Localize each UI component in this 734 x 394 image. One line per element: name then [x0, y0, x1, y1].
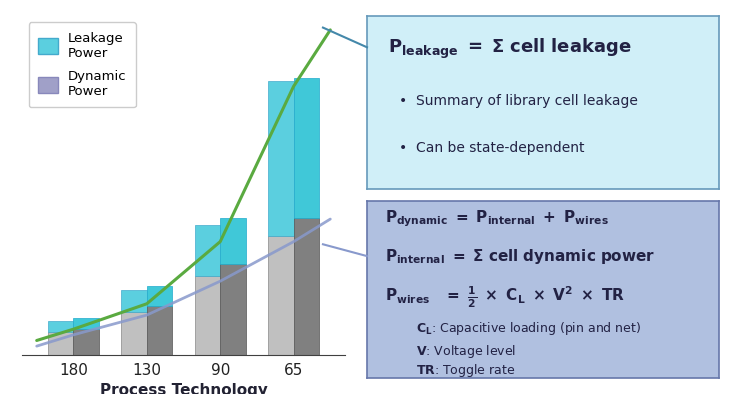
X-axis label: Process Technology
(nm): Process Technology (nm): [100, 383, 267, 394]
Text: $\mathbf{TR}$: Toggle rate: $\mathbf{TR}$: Toggle rate: [416, 362, 516, 379]
Text: $\mathbf{P}_{\mathbf{leakage}}\ \mathbf{=}\ \mathbf{\Sigma}\ \mathbf{cell\ leaka: $\mathbf{P}_{\mathbf{leakage}}\ \mathbf{…: [388, 37, 632, 61]
Text: $\mathbf{V}$: Voltage level: $\mathbf{V}$: Voltage level: [416, 343, 517, 360]
Bar: [73, 318, 99, 329]
Bar: [48, 332, 73, 355]
Bar: [294, 78, 319, 218]
Bar: [147, 306, 172, 355]
Bar: [195, 225, 220, 275]
Bar: [195, 275, 220, 355]
Bar: [268, 236, 294, 355]
Text: $\mathbf{P_{wires}\ \ \ =\ \frac{1}{2}\ \times\ C_L\ \times\ V^2\ \times\ TR}$: $\mathbf{P_{wires}\ \ \ =\ \frac{1}{2}\ …: [385, 284, 625, 310]
Text: $\mathbf{P_{internal}\ =\ \Sigma\ cell\ dynamic\ power}$: $\mathbf{P_{internal}\ =\ \Sigma\ cell\ …: [385, 247, 655, 266]
Bar: [121, 290, 147, 312]
Bar: [220, 264, 246, 355]
Bar: [294, 218, 319, 355]
Bar: [147, 286, 172, 306]
Text: •  Can be state-dependent: • Can be state-dependent: [399, 141, 584, 154]
Bar: [73, 329, 99, 355]
Legend: Leakage
Power, Dynamic
Power: Leakage Power, Dynamic Power: [29, 22, 136, 108]
Bar: [220, 218, 246, 264]
Text: $\mathbf{P_{dynamic}\ =\ P_{internal}\ +\ P_{wires}}$: $\mathbf{P_{dynamic}\ =\ P_{internal}\ +…: [385, 208, 608, 229]
Bar: [121, 312, 147, 355]
Bar: [268, 81, 294, 236]
Text: •  Summary of library cell leakage: • Summary of library cell leakage: [399, 94, 638, 108]
Bar: [48, 321, 73, 332]
Text: $\mathbf{C_L}$: Capacitive loading (pin and net): $\mathbf{C_L}$: Capacitive loading (pin …: [416, 320, 642, 337]
